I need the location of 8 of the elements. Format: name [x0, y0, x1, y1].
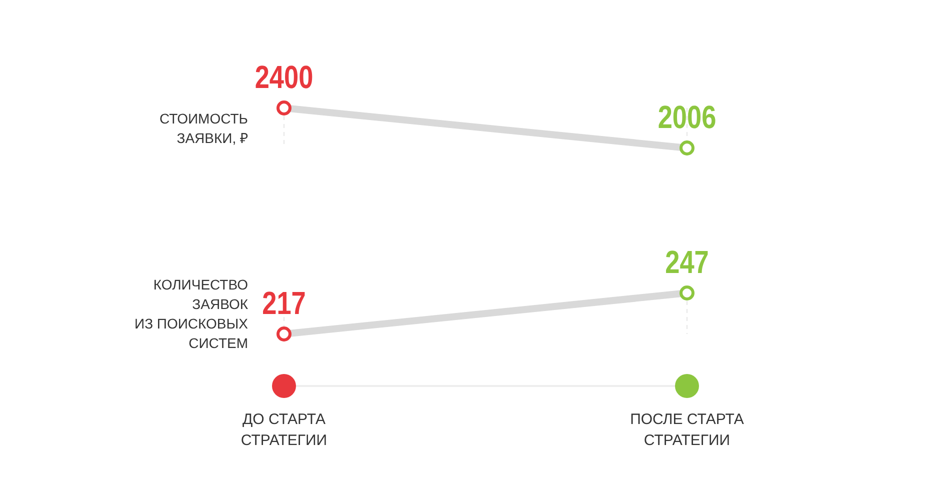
- x-tick-label: ПОСЛЕ СТАРТА СТРАТЕГИИ: [630, 411, 744, 449]
- text: КОЛИЧЕСТВО ЗАЯВОК ИЗ ПОИСКОВЫХ СИСТЕМ: [134, 276, 249, 351]
- text: СТОИМОСТЬ ЗАЯВКИ, ₽: [160, 110, 248, 146]
- data-label: 2400: [254, 60, 314, 96]
- data-label: 247: [665, 246, 709, 281]
- x-tick-label: ДО СТАРТА СТРАТЕГИИ: [240, 411, 328, 449]
- data-label: 217: [262, 286, 306, 322]
- data-label: 2006: [658, 100, 716, 136]
